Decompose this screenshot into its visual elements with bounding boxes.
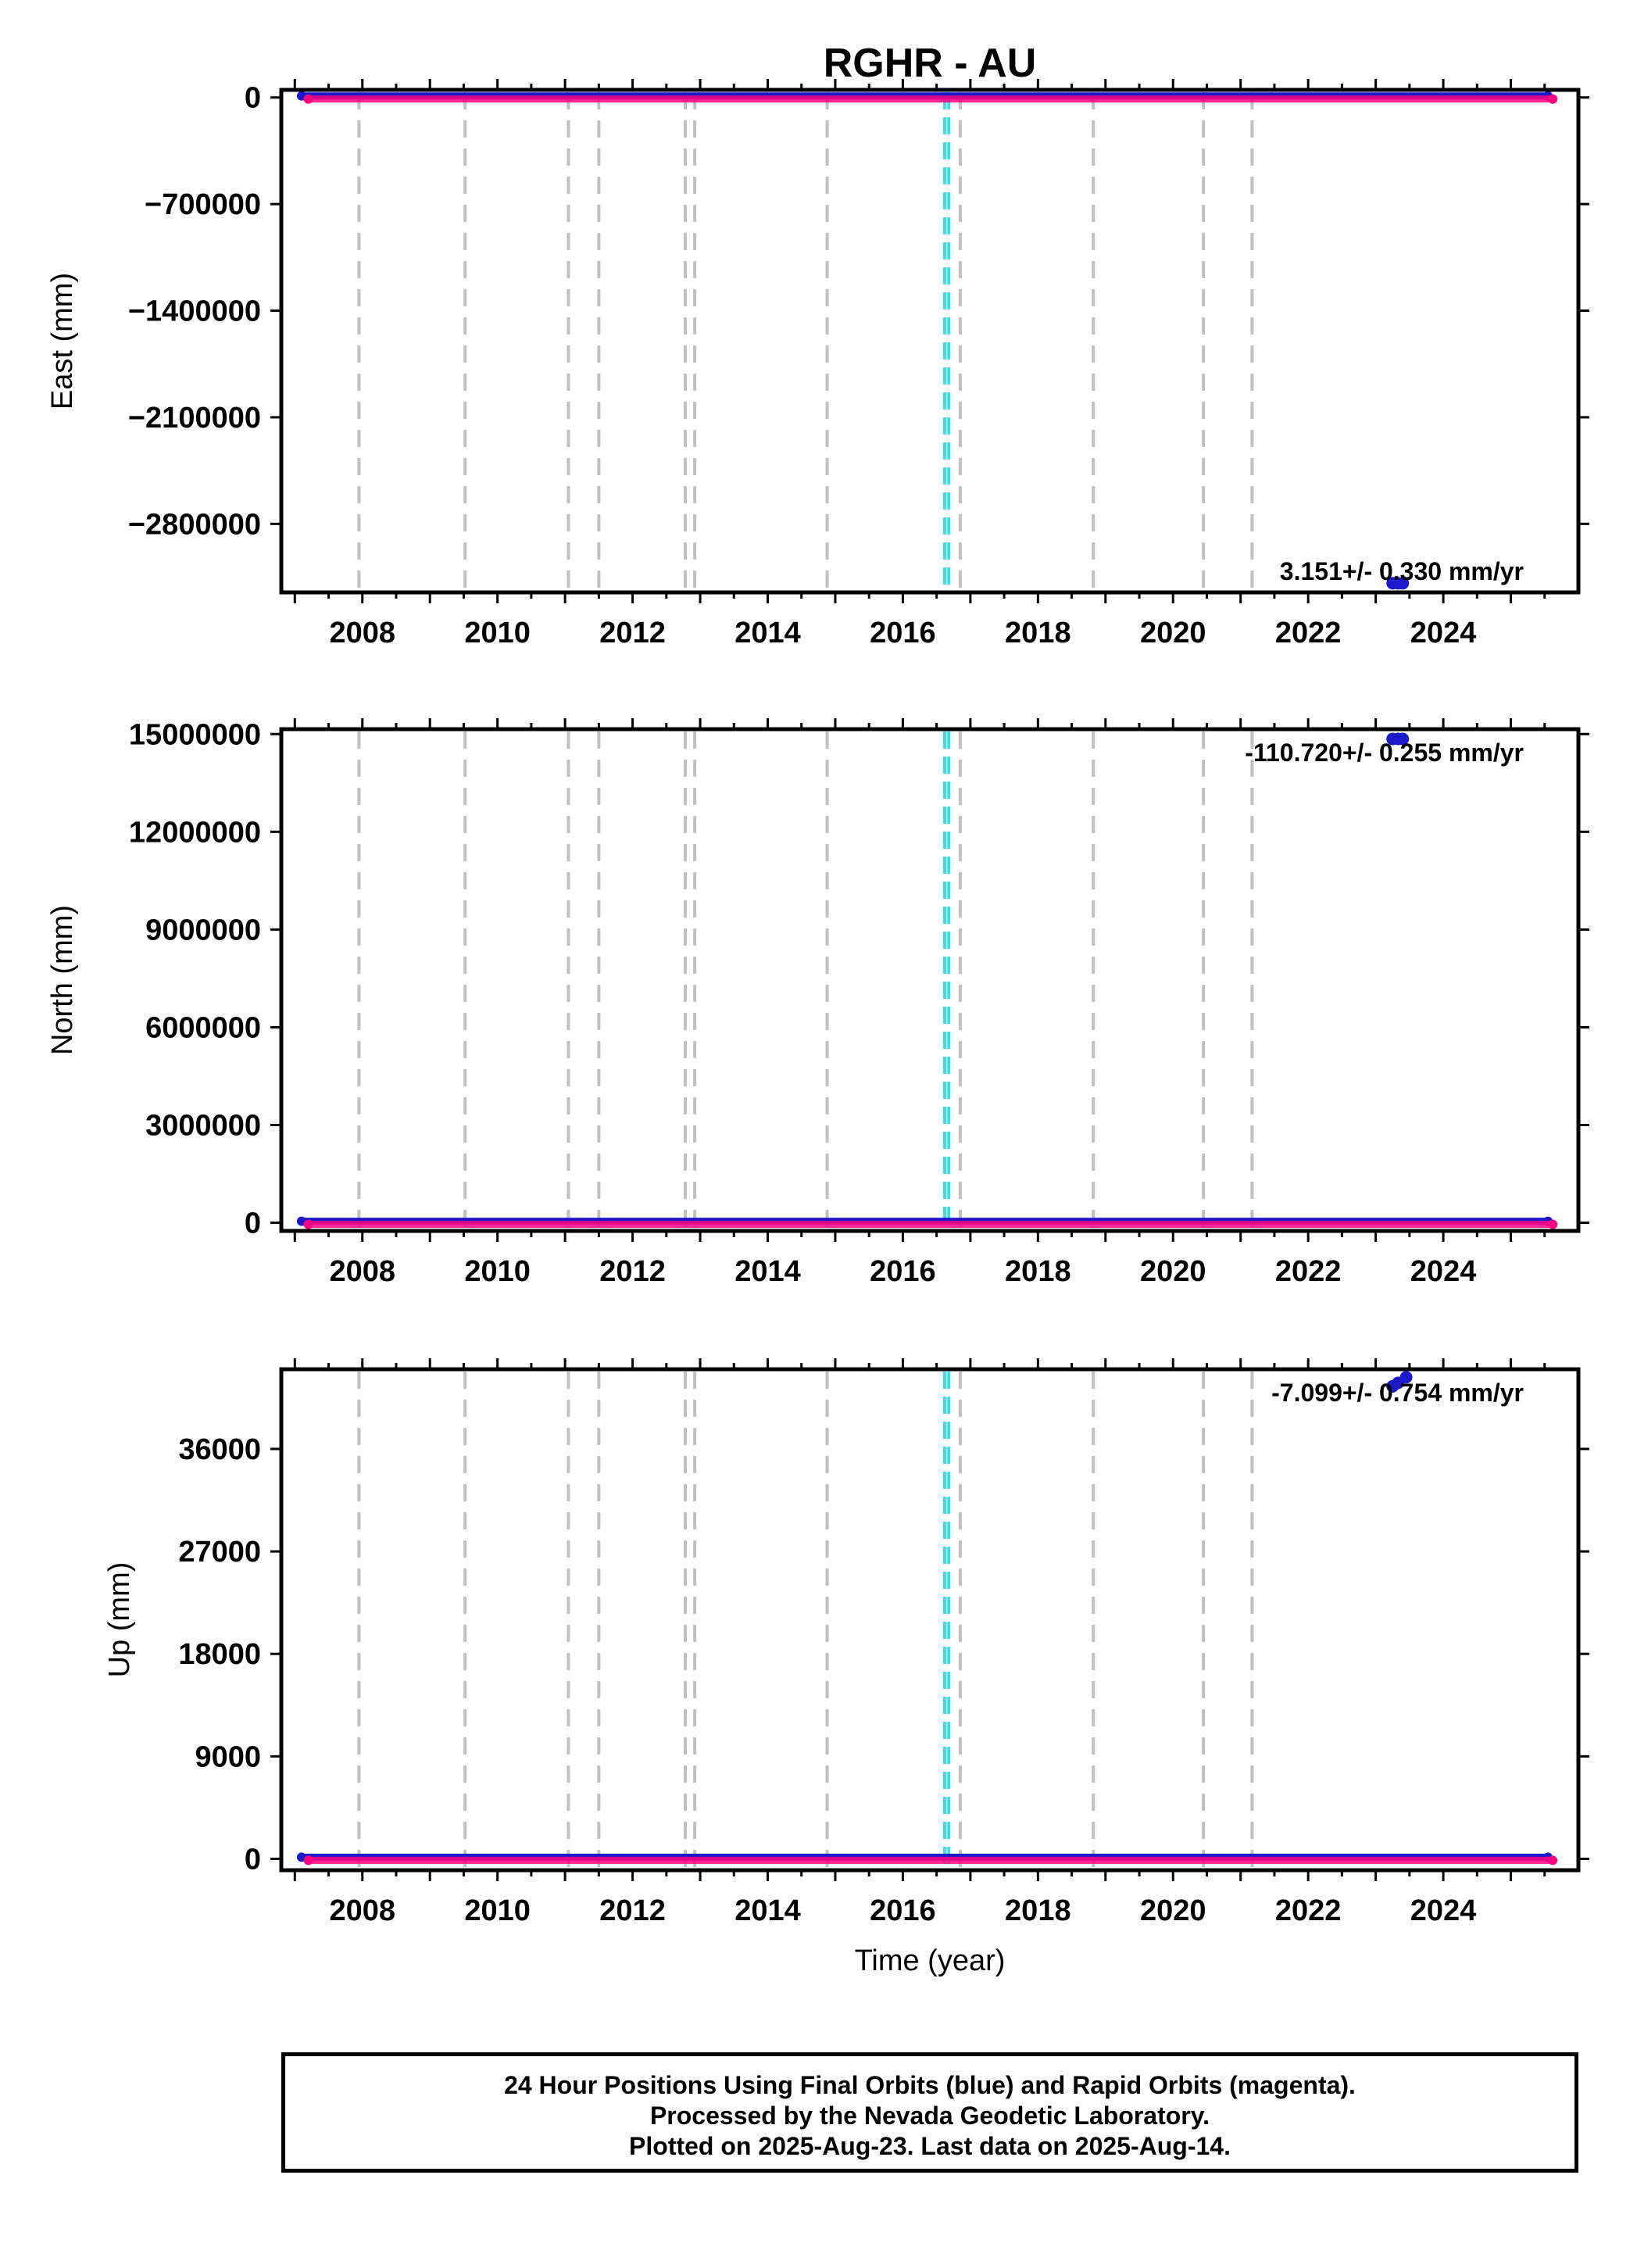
outlier-point	[1399, 1371, 1413, 1384]
y-axis-label: North (mm)	[46, 905, 79, 1055]
x-tick-label: 2016	[870, 1255, 936, 1288]
footer-line-3: Plotted on 2025-Aug-23. Last data on 202…	[629, 2132, 1231, 2160]
x-tick-label: 2018	[1005, 1894, 1071, 1927]
plot-frame	[279, 1367, 1581, 1873]
velocity-label: -110.720+/- 0.255 mm/yr	[1245, 739, 1524, 767]
x-tick-label: 2018	[1005, 1255, 1071, 1288]
plot-frame	[279, 727, 1581, 1233]
x-tick-label: 2024	[1410, 617, 1477, 649]
x-tick-label: 2014	[735, 1894, 801, 1927]
velocity-label: 3.151+/- 0.330 mm/yr	[1280, 557, 1524, 585]
y-tick-label: 3000000	[145, 1110, 261, 1143]
x-tick-label: 2008	[329, 1255, 395, 1288]
x-tick-label: 2022	[1275, 1894, 1342, 1927]
x-tick-label: 2010	[464, 1255, 531, 1288]
x-tick-label: 2020	[1140, 1894, 1206, 1927]
x-tick-label: 2008	[329, 617, 395, 649]
x-tick-label: 2012	[599, 1894, 666, 1927]
y-tick-label: −2100000	[128, 402, 261, 435]
panel-east: 0 −700000 −1400000 −2100000 −2800000 2008 2010…	[46, 79, 1589, 649]
y-axis-label: Up (mm)	[103, 1562, 136, 1678]
y-tick-label: 27000	[178, 1536, 261, 1569]
y-tick-label: −700000	[145, 188, 261, 221]
y-tick-label: 18000	[178, 1638, 261, 1671]
y-tick-label: 0	[245, 82, 261, 115]
y-tick-label: 9000	[195, 1740, 261, 1773]
footer-box: 24 Hour Positions Using Final Orbits (bl…	[281, 2052, 1578, 2173]
y-tick-label: 0	[245, 1843, 261, 1876]
y-tick-label: 15000000	[129, 718, 261, 751]
rapid-series-end-point	[1548, 94, 1558, 104]
x-tick-label: 2010	[464, 617, 531, 649]
rapid-series-end-point	[1548, 1219, 1558, 1229]
x-tick-label: 2016	[870, 617, 936, 649]
velocity-label: -7.099+/- 0.754 mm/yr	[1271, 1379, 1524, 1407]
rapid-series-end-point	[1548, 1855, 1558, 1866]
x-tick-label: 2018	[1005, 617, 1071, 649]
rapid-series-start-point	[303, 1219, 313, 1229]
panel-north: 15000000 12000000 9000000 6000000 3000000 0 20…	[46, 718, 1589, 1288]
plot-frame	[279, 88, 1581, 595]
y-axis-label: East (mm)	[46, 273, 79, 410]
y-tick-label: 12000000	[129, 816, 261, 849]
x-tick-label: 2022	[1275, 617, 1342, 649]
x-tick-label: 2016	[870, 1894, 936, 1927]
y-tick-label: 0	[245, 1207, 261, 1240]
x-tick-label: 2012	[599, 1255, 666, 1288]
x-tick-label: 2008	[329, 1894, 395, 1927]
footer-line-2: Processed by the Nevada Geodetic Laborat…	[649, 2102, 1210, 2130]
panel-up: 36000 27000 18000 9000 0 2008 2010 2012 2014 2016…	[103, 1358, 1589, 1977]
x-tick-label: 2014	[735, 617, 801, 649]
rapid-series-start-point	[303, 94, 313, 104]
x-tick-label: 2024	[1410, 1894, 1477, 1927]
outlier-point	[1396, 732, 1410, 746]
y-tick-label: −1400000	[128, 295, 261, 328]
x-tick-label: 2020	[1140, 1255, 1206, 1288]
x-tick-label: 2020	[1140, 617, 1206, 649]
y-tick-label: 36000	[178, 1433, 261, 1466]
x-tick-label: 2022	[1275, 1255, 1342, 1288]
y-tick-label: 9000000	[145, 914, 261, 946]
outlier-point	[1396, 577, 1410, 590]
x-tick-label: 2012	[599, 617, 666, 649]
rapid-series-start-point	[303, 1855, 313, 1866]
chart-title: RGHR - AU	[824, 41, 1037, 86]
y-tick-label: −2800000	[128, 508, 261, 541]
x-tick-label: 2014	[735, 1255, 801, 1288]
x-tick-label: 2024	[1410, 1255, 1477, 1288]
footer-line-1: 24 Hour Positions Using Final Orbits (bl…	[504, 2071, 1356, 2099]
x-tick-label: 2010	[464, 1894, 531, 1927]
x-axis-label: Time (year)	[855, 1944, 1006, 1977]
y-tick-label: 6000000	[145, 1011, 261, 1044]
